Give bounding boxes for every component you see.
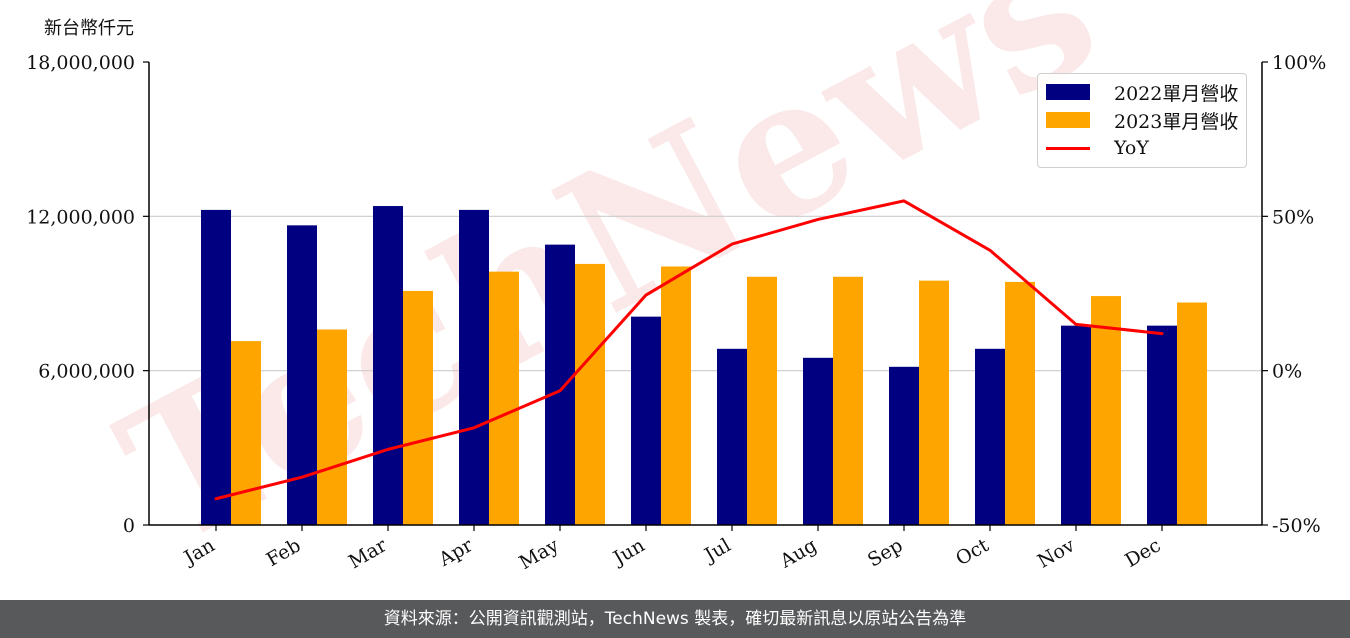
yoy-line-layer (214, 199, 1164, 501)
bar-2023-apr (489, 271, 519, 525)
x-tick-label: Oct (952, 534, 993, 570)
bar-2022-aug (803, 357, 833, 525)
bar-2022-apr (459, 209, 489, 525)
legend-label-2022: 2022單月營收 (1114, 82, 1239, 105)
legend-label-yoy: YoY (1114, 137, 1149, 159)
bar-2023-jul (747, 276, 777, 525)
bar-2023-jan (231, 341, 261, 525)
bar-2022-mar (373, 206, 403, 526)
bar-2022-jun (631, 316, 661, 525)
bar-2022-may (545, 244, 575, 525)
x-tick-label: Nov (1034, 534, 1079, 573)
legend: 2022單月營收 2023單月營收 YoY (1037, 73, 1247, 168)
bar-2023-sep (919, 280, 949, 525)
y-left-tick-label: 6,000,000 (38, 361, 135, 383)
bar-2023-dec (1177, 302, 1207, 525)
legend-item-yoy: YoY (1046, 136, 1149, 160)
x-tick-label: Dec (1121, 534, 1164, 572)
source-footer: 資料來源：公開資訊觀測站，TechNews 製表，確切最新訊息以原站公告為準 (0, 600, 1350, 638)
x-tick-label: Mar (345, 534, 391, 573)
legend-line-yoy (1046, 146, 1090, 150)
y-left-tick-label: 18,000,000 (26, 52, 135, 74)
y-right-tick-label: -50% (1272, 515, 1321, 537)
y-right-tick-label: 0% (1272, 361, 1302, 383)
bar-2023-mar (403, 290, 433, 525)
x-tick-label: Jul (699, 534, 734, 567)
x-tick-label: Jun (608, 534, 649, 570)
legend-swatch-2023 (1046, 112, 1090, 128)
bar-2022-sep (889, 366, 919, 525)
bar-2022-jan (201, 209, 231, 525)
legend-swatch-2022 (1046, 84, 1090, 100)
legend-label-2023: 2023單月營收 (1114, 110, 1239, 133)
y-right-tick-label: 50% (1272, 206, 1314, 228)
legend-item-2022: 2022單月營收 (1046, 80, 1239, 105)
bar-2023-feb (317, 329, 347, 525)
x-tick-label: May (516, 534, 563, 574)
bar-2023-may (575, 263, 605, 525)
bar-2022-dec (1147, 325, 1177, 525)
x-tick-label: Sep (864, 534, 907, 571)
yoy-line (214, 199, 1164, 501)
y-axis-unit-label: 新台幣仟元 (44, 18, 134, 39)
bar-2023-aug (833, 276, 863, 525)
y-left-tick-label: 12,000,000 (26, 206, 135, 228)
bar-2023-nov (1091, 296, 1121, 525)
y-left-tick-label: 0 (123, 515, 135, 537)
bar-2022-nov (1061, 325, 1091, 525)
bar-2022-jul (717, 348, 747, 525)
x-tick-label: Apr (434, 534, 477, 571)
bar-2022-oct (975, 348, 1005, 525)
bar-2023-jun (661, 266, 691, 525)
revenue-chart: TechNews 06,000,00012,000,00018,000,000-… (26, 0, 1326, 588)
chart-area: TechNews 0 6,000,000 12,000,000 18,000,000-… (26, 0, 1326, 588)
x-tick-label: Aug (776, 534, 821, 573)
bar-2023-oct (1005, 281, 1035, 525)
legend-item-2023: 2023單月營收 (1046, 108, 1239, 133)
y-right-tick-label: 100% (1272, 52, 1326, 74)
